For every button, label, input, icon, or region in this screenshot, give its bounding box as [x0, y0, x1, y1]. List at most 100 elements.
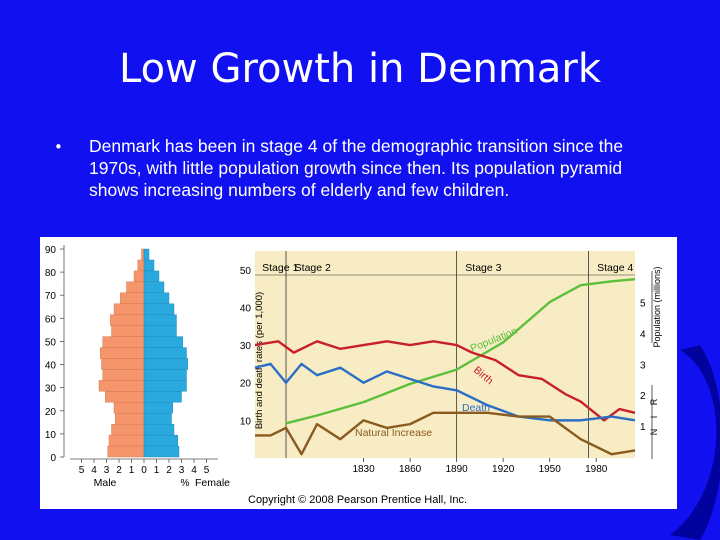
pyramid-x-tick: 2	[116, 465, 122, 476]
pyramid-bar-male	[110, 314, 145, 326]
pyramid-x-tick: 4	[191, 465, 197, 476]
pyramid-age-tick: 0	[50, 453, 56, 464]
pyramid-x-tick: 3	[104, 465, 110, 476]
right-y-tick: 4	[640, 329, 646, 340]
pyramid-age-tick: 90	[45, 245, 57, 256]
right-y-axis-label-nir: N I R	[649, 395, 659, 436]
left-y-tick: 10	[240, 416, 252, 427]
pyramid-bar-female	[143, 380, 187, 392]
pyramid-bar-male	[126, 281, 145, 293]
pyramid-unit-label: %	[181, 478, 190, 489]
pyramid-age-tick: 10	[45, 430, 57, 441]
pyramid-bar-female	[143, 259, 155, 272]
bullet-icon: •	[54, 138, 63, 156]
pyramid-bar-female	[143, 325, 177, 337]
stage-label: Stage 2	[295, 262, 331, 274]
right-y-tick: 3	[640, 360, 646, 371]
pyramid-bar-male	[102, 369, 145, 381]
pyramid-label-male: Male	[94, 477, 117, 489]
pyramid-label-female: Female	[195, 477, 230, 489]
pyramid-x-tick: 1	[129, 465, 135, 476]
x-tick: 1860	[399, 464, 422, 475]
right-y-tick: 1	[640, 422, 646, 433]
pyramid-bar-female	[143, 445, 180, 458]
pyramid-bar-male	[102, 336, 145, 348]
pyramid-bar-female	[143, 314, 177, 326]
pyramid-bar-male	[113, 303, 145, 315]
right-y-axis-label-population: Population (millions)	[652, 266, 662, 347]
pyramid-bar-female	[143, 303, 175, 315]
x-tick: 1830	[352, 464, 375, 475]
pyramid-bar-female	[143, 281, 165, 293]
pyramid-bar-female	[143, 270, 160, 283]
series-label-death: Death	[462, 402, 490, 414]
pyramid-age-tick: 20	[45, 407, 57, 418]
pyramid-x-tick: 5	[79, 465, 85, 476]
pyramid-bar-female	[143, 248, 150, 261]
pyramid-bar-male	[100, 347, 145, 359]
left-y-tick: 50	[240, 266, 252, 277]
x-tick: 1950	[539, 464, 562, 475]
pyramid-bar-male	[115, 413, 145, 425]
pyramid-age-tick: 40	[45, 361, 57, 372]
x-tick: 1920	[492, 464, 515, 475]
x-tick: 1890	[446, 464, 469, 475]
decorative-swoosh	[670, 345, 720, 540]
pyramid-bar-male	[105, 391, 145, 403]
pyramid-age-tick: 30	[45, 384, 57, 395]
pyramid-bar-female	[143, 358, 188, 370]
pyramid-bar-male	[120, 292, 145, 304]
pyramid-bar-male	[101, 358, 145, 370]
bullet-text: Denmark has been in stage 4 of the demog…	[89, 136, 624, 200]
series-line-birth	[254, 340, 636, 422]
pyramid-bar-female	[143, 336, 183, 348]
right-y-tick: 2	[640, 391, 646, 402]
stage-label: Stage 4	[597, 262, 633, 274]
chart-plot-area	[255, 251, 635, 458]
pyramid-bar-female	[143, 391, 182, 403]
pyramid-bar-female	[143, 292, 170, 304]
series-label-natural-increase: Natural Increase	[355, 427, 432, 439]
pyramid-bar-male	[137, 259, 145, 272]
copyright-text: Copyright © 2008 Pearson Prentice Hall, …	[248, 494, 467, 506]
pyramid-bar-female	[143, 347, 187, 359]
left-y-axis-label: Birth and death rates (per 1,000)	[254, 292, 265, 429]
pyramid-x-tick: 0	[141, 465, 147, 476]
pyramid-bar-female	[143, 402, 173, 414]
pyramid-x-tick: 3	[179, 465, 185, 476]
pyramid-bar-female	[143, 369, 187, 381]
pyramid-bar-male	[111, 325, 145, 337]
pyramid-bar-male	[141, 248, 145, 261]
pyramid-bar-female	[143, 434, 178, 447]
pyramid-bar-male	[108, 434, 145, 447]
left-y-tick: 40	[240, 303, 252, 314]
left-y-tick: 20	[240, 379, 252, 390]
pyramid-bar-male	[98, 380, 145, 392]
stage-label: Stage 1	[262, 262, 298, 274]
series-line-death	[254, 362, 636, 422]
stage-label: Stage 3	[465, 262, 501, 274]
pyramid-bar-male	[111, 423, 145, 436]
pyramid-age-tick: 50	[45, 337, 57, 348]
pyramid-age-tick: 80	[45, 268, 57, 279]
pyramid-bar-male	[113, 402, 145, 414]
demographic-figure: 90 80 70 60 50 40 30 20 10 0 5 4 3 2 1 0 1 2 3 4 5 Male% Femal…	[40, 237, 677, 509]
pyramid-bar-male	[133, 270, 145, 283]
pyramid-age-tick: 70	[45, 291, 57, 302]
pyramid-x-tick: 1	[154, 465, 160, 476]
pyramid-x-tick: 5	[204, 465, 210, 476]
left-y-tick: 30	[240, 341, 252, 352]
x-tick: 1980	[585, 464, 608, 475]
pyramid-bar-female	[143, 413, 172, 425]
series-line-natural-increase	[255, 411, 636, 456]
pyramid-age-tick: 60	[45, 314, 57, 325]
pyramid-bar-female	[143, 423, 175, 436]
pyramid-bar-male	[107, 445, 145, 458]
right-y-tick: 5	[640, 299, 646, 310]
pyramid-x-tick: 4	[91, 465, 97, 476]
slide-title: Low Growth in Denmark	[118, 46, 601, 92]
pyramid-x-tick: 2	[166, 465, 172, 476]
